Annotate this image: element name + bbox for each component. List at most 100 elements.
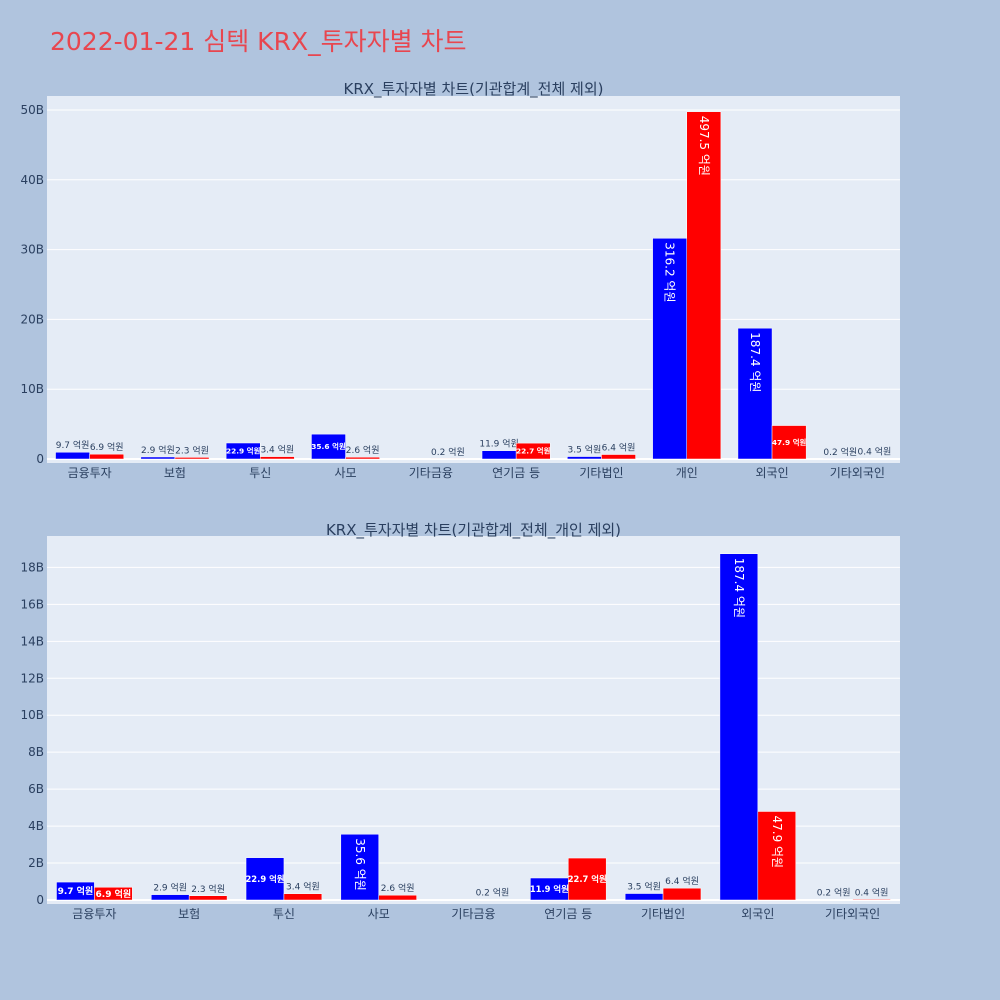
chart1-data-label: 11.9 억원 <box>479 438 518 450</box>
chart2-bar <box>662 887 702 901</box>
chart1-bar <box>652 238 688 460</box>
chart1-ytick-label: 0 <box>36 452 44 466</box>
chart1-category-label: 외국인 <box>755 466 788 480</box>
chart2-bar <box>378 894 417 901</box>
chart2-category-label: 외국인 <box>741 907 774 921</box>
chart1-category-label: 기타외국인 <box>830 466 885 480</box>
chart2-bar <box>94 887 133 901</box>
chart2-bar <box>852 899 891 901</box>
chart2-data-label: 2.6 억원 <box>381 882 415 894</box>
chart2-ytick-label: 14B <box>20 634 44 648</box>
chart1-bar <box>260 456 295 460</box>
chart2-ytick-label: 2B <box>28 856 44 870</box>
chart1-category-label: 금융투자 <box>68 466 112 480</box>
chart1-data-label: 22.9 억원 <box>226 447 261 456</box>
chart2-bar <box>245 857 285 901</box>
chart2-bar <box>624 893 664 901</box>
chart1-category-label: 사모 <box>335 466 357 480</box>
chart2-data-label: 3.5 억원 <box>627 881 661 893</box>
chart2-data-label: 6.4 억원 <box>665 875 699 887</box>
chart2-bar <box>340 833 379 901</box>
chart2-bar <box>283 893 323 901</box>
chart1-bar <box>686 111 722 460</box>
chart2-ytick-label: 8B <box>28 745 44 759</box>
chart1-ytick-label: 30B <box>20 243 44 257</box>
chart2-data-label: 6.9 억원 <box>96 888 132 900</box>
chart1-data-label: 9.7 억원 <box>56 439 90 451</box>
chart1-bar <box>225 442 261 460</box>
chart2-category-label: 기타외국인 <box>825 907 880 921</box>
chart1-category-label: 투신 <box>249 466 271 480</box>
chart1-data-label: 3.4 억원 <box>260 444 294 456</box>
chart2-category-label: 기타법인 <box>641 907 685 921</box>
chart1-data-label: 0.2 억원 <box>431 446 465 458</box>
chart2-category-label: 금융투자 <box>72 907 116 921</box>
chart2-bar <box>568 857 607 901</box>
chart1-category-label: 기타금융 <box>409 466 453 480</box>
chart2-data-label: 187.4 억원 <box>732 558 746 618</box>
chart1-title: KRX_투자자별 차트(기관합계_전체 제외) <box>344 80 604 99</box>
chart2-ytick-label: 6B <box>28 782 44 796</box>
chart2-bar <box>151 894 190 901</box>
chart2-data-label: 35.6 억원 <box>353 838 367 891</box>
chart1-data-label: 22.7 억원 <box>516 447 551 456</box>
chart2-bar <box>757 811 796 901</box>
chart1-bar <box>345 456 380 460</box>
chart2-title: KRX_투자자별 차트(기관합계_전체_개인 제외) <box>326 521 621 540</box>
chart1-bar <box>481 450 517 460</box>
chart2-data-label: 3.4 억원 <box>286 881 320 893</box>
chart2-category-label: 사모 <box>368 907 390 921</box>
chart2-category-label: 투신 <box>273 907 295 921</box>
chart1-ytick-label: 50B <box>20 103 44 117</box>
chart1-category-label: 연기금 등 <box>492 466 540 480</box>
chart2-data-label: 2.9 억원 <box>153 882 187 894</box>
chart1-category-label: 보험 <box>164 466 186 480</box>
chart2-data-label: 11.9 억원 <box>530 884 569 894</box>
chart2-category-label: 연기금 등 <box>544 907 592 921</box>
chart2-data-label: 2.3 억원 <box>191 883 225 895</box>
chart1-bar <box>567 456 602 460</box>
chart1-data-label: 316.2 억원 <box>663 242 677 302</box>
chart1-data-label: 2.6 억원 <box>346 444 380 456</box>
chart2-data-label: 22.7 억원 <box>568 874 607 884</box>
chart1-bar <box>737 327 773 460</box>
chart1-data-label: 6.9 억원 <box>90 441 124 453</box>
chart1-group: KRX_투자자별 차트(기관합계_전체 제외) 0 10B 20B 30B 40B 50B 금… <box>20 80 900 480</box>
chart2-data-label: 0.2 억원 <box>817 887 851 899</box>
chart1-bar <box>140 456 176 460</box>
chart1-data-label: 187.4 억원 <box>748 332 762 392</box>
chart1-bar <box>771 425 807 460</box>
chart1-bar <box>311 433 346 460</box>
chart1-data-label: 497.5 억원 <box>697 116 711 176</box>
chart1-bar <box>515 442 551 460</box>
chart2-category-label: 기타금융 <box>451 907 495 921</box>
chart2-category-label: 보험 <box>178 907 200 921</box>
chart1-data-label: 6.4 억원 <box>602 442 636 454</box>
chart1-bar <box>601 454 636 460</box>
chart2-ytick-label: 10B <box>20 708 44 722</box>
chart1-data-label: 2.3 억원 <box>175 444 209 456</box>
chart2-bar <box>719 553 759 901</box>
chart2-data-label: 47.9 억원 <box>770 815 784 868</box>
chart1-data-label: 0.4 억원 <box>858 446 892 458</box>
chart1-bar <box>55 451 90 460</box>
chart2-ytick-label: 16B <box>20 597 44 611</box>
chart1-bar <box>174 457 210 460</box>
chart2-data-label: 9.7 억원 <box>58 885 94 897</box>
chart1-data-label: 47.9 억원 <box>772 438 807 447</box>
chart2-group: KRX_투자자별 차트(기관합계_전체_개인 제외) 0 2B 4B 6B 8B 10B 12… <box>20 521 900 921</box>
chart2-data-label: 22.9 억원 <box>245 874 284 884</box>
chart2-ytick-label: 12B <box>20 671 44 685</box>
chart2-ytick-label: 18B <box>20 560 44 574</box>
chart2-data-label: 0.2 억원 <box>476 887 510 899</box>
page-title: 2022-01-21 심텍 KRX_투자자별 차트 <box>50 27 467 56</box>
chart2-ytick-label: 4B <box>28 819 44 833</box>
chart1-data-label: 0.2 억원 <box>823 446 857 458</box>
chart2-ytick-label: 0 <box>36 893 44 907</box>
chart1-ytick-label: 10B <box>20 382 44 396</box>
chart1-category-label: 개인 <box>676 466 698 480</box>
chart1-data-label: 2.9 억원 <box>141 444 175 456</box>
chart1-bar <box>89 453 125 460</box>
